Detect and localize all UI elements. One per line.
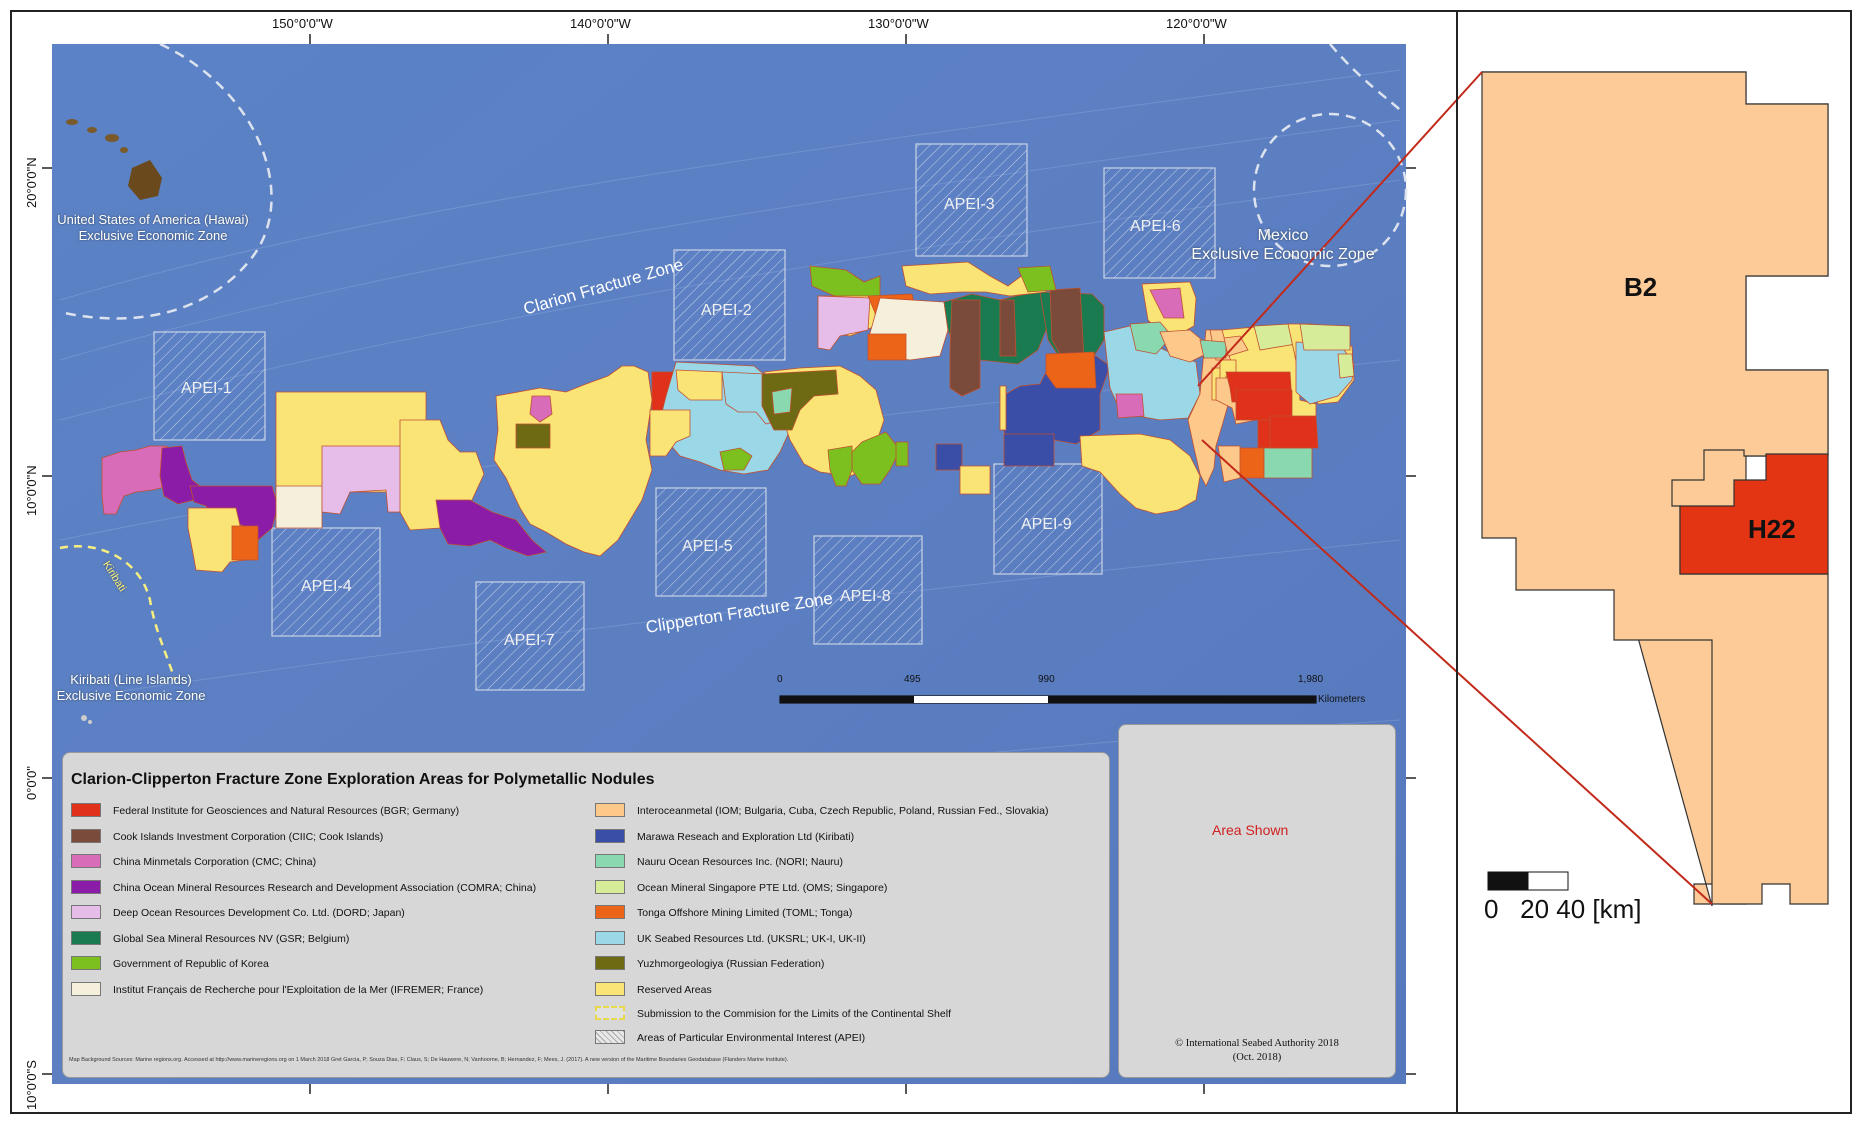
hawaii-islands <box>66 119 162 200</box>
copyright-text: © International Seabed Authority 2018 <box>1175 1038 1339 1049</box>
exploration-areas <box>101 261 1355 573</box>
copyright-date: (Oct. 2018) <box>1232 1052 1282 1063</box>
scale-unit: Kilometers <box>1318 694 1366 705</box>
kiribati-line-eez-label: Kiribati (Line Islands) Exclusive Econom… <box>56 672 206 703</box>
apei-6-area <box>1103 167 1216 279</box>
scale-label-1980: 1,980 <box>1298 674 1324 685</box>
b2-label: B2 <box>1624 272 1658 302</box>
lon-label-150w: 150°0'0"W <box>272 16 333 31</box>
legend-credit: Map Background Sources: Marine regions.o… <box>69 1057 789 1063</box>
legend-label: Submission to the Commision for the Limi… <box>637 1008 951 1020</box>
legend-label: Yuzhmorgeologiya (Russian Federation) <box>637 958 825 970</box>
line-islands <box>81 715 92 724</box>
apei-areas <box>153 143 1216 691</box>
h22-label: H22 <box>1748 514 1796 544</box>
map-frame <box>10 10 1852 1114</box>
apei-9-area <box>993 463 1103 575</box>
legend-swatch <box>71 803 101 817</box>
h22-area <box>1679 453 1829 575</box>
legend-swatch <box>595 880 625 894</box>
panel-divider <box>1456 10 1458 1114</box>
legend-swatch <box>71 956 101 970</box>
lon-label-140w: 140°0'0"W <box>570 16 631 31</box>
legend-swatch <box>595 829 625 843</box>
apei-4-area <box>271 527 381 637</box>
apei-3-area <box>915 143 1028 257</box>
legend-swatch <box>595 854 625 868</box>
apei-8-area <box>813 535 923 645</box>
apei-3-label: APEI-3 <box>944 196 995 213</box>
legend-title: Clarion-Clipperton Fracture Zone Explora… <box>71 771 655 788</box>
legend-swatch <box>71 982 101 996</box>
lat-label-10s: 10°0'0"S <box>24 1060 39 1110</box>
apei-5-area <box>655 487 767 597</box>
legend-label: UK Seabed Resources Ltd. (UKSRL; UK-I, U… <box>637 933 866 945</box>
apei-7-label: APEI-7 <box>504 632 555 649</box>
legend-label: Government of Republic of Korea <box>113 958 269 970</box>
mexico-eez-label: Mexico Exclusive Economic Zone <box>1191 227 1375 263</box>
apei-5-label: APEI-5 <box>682 538 733 555</box>
legend-panel: Clarion-Clipperton Fracture Zone Explora… <box>62 752 1110 1078</box>
apei-2-label: APEI-2 <box>701 302 752 319</box>
legend-swatch <box>71 931 101 945</box>
legend-label: Reserved Areas <box>637 984 712 996</box>
legend-label: Ocean Mineral Singapore PTE Ltd. (OMS; S… <box>637 882 888 894</box>
graticule-ticks <box>42 34 1416 1094</box>
apei-1-area <box>153 331 266 441</box>
legend-swatch <box>595 931 625 945</box>
legend-label: Areas of Particular Environmental Intere… <box>637 1032 866 1044</box>
legend-swatch <box>595 1006 625 1020</box>
apei-7-area <box>475 581 585 691</box>
legend-label: Interoceanmetal (IOM; Bulgaria, Cuba, Cz… <box>637 805 1049 817</box>
legend-swatch <box>71 829 101 843</box>
legend-swatch <box>71 905 101 919</box>
legend-swatch <box>595 803 625 817</box>
apei-9-label: APEI-9 <box>1021 516 1072 533</box>
lat-label-10n: 10°0'0"N <box>24 465 39 516</box>
apei-8-label: APEI-8 <box>840 588 891 605</box>
legend-label: Federal Institute for Geosciences and Na… <box>113 805 460 817</box>
legend-label: China Ocean Mineral Resources Research a… <box>113 882 537 894</box>
eez-boundaries <box>59 42 1408 320</box>
lon-label-130w: 130°0'0"W <box>868 16 929 31</box>
scale-label-990: 990 <box>1038 674 1055 685</box>
apei-1-label: APEI-1 <box>181 380 232 397</box>
legend-label: Tonga Offshore Mining Limited (TOML; Ton… <box>637 907 853 919</box>
zoom-scale-bar <box>1487 871 1569 891</box>
legend-label: Marawa Reseach and Exploration Ltd (Kiri… <box>637 831 855 843</box>
scale-label-495: 495 <box>904 674 921 685</box>
apei-4-label: APEI-4 <box>301 578 352 595</box>
zoom-scale-label: 0 20 40 [km] <box>1484 894 1642 924</box>
inset-globe-panel: © International Seabed Authority 2018 (O… <box>1118 724 1396 1078</box>
area-shown-label: Area Shown <box>1212 822 1289 838</box>
hawaii-eez-label: United States of America (Hawai) Exclusi… <box>57 212 249 243</box>
zoom-leader-top <box>1197 71 1483 387</box>
legend-swatch <box>595 905 625 919</box>
lon-label-120w: 120°0'0"W <box>1166 16 1227 31</box>
legend-swatch <box>595 1030 625 1044</box>
legend-label: Cook Islands Investment Corporation (CII… <box>113 831 384 843</box>
kiribati-shelf-submission <box>59 545 177 681</box>
lat-label-20n: 20°0'0"N <box>24 157 39 208</box>
legend-label: China Minmetals Corporation (CMC; China) <box>113 856 317 868</box>
apei-6-label: APEI-6 <box>1130 218 1181 235</box>
legend-swatch <box>595 956 625 970</box>
apei-2-area <box>673 249 786 361</box>
lat-label-0: 0°0'0" <box>24 766 39 800</box>
map-scale-bar <box>779 695 1317 704</box>
legend-label: Nauru Ocean Resources Inc. (NORI; Nauru) <box>637 856 843 868</box>
copyright-block: © International Seabed Authority 2018 (O… <box>1119 1037 1395 1065</box>
legend-label: Institut Français de Recherche pour l'Ex… <box>113 984 484 996</box>
legend-swatch <box>595 982 625 996</box>
legend-label: Deep Ocean Resources Development Co. Ltd… <box>113 907 405 919</box>
legend-swatch <box>71 854 101 868</box>
legend-swatch <box>71 880 101 894</box>
scale-label-0: 0 <box>777 674 783 685</box>
legend-label: Global Sea Mineral Resources NV (GSR; Be… <box>113 933 350 945</box>
